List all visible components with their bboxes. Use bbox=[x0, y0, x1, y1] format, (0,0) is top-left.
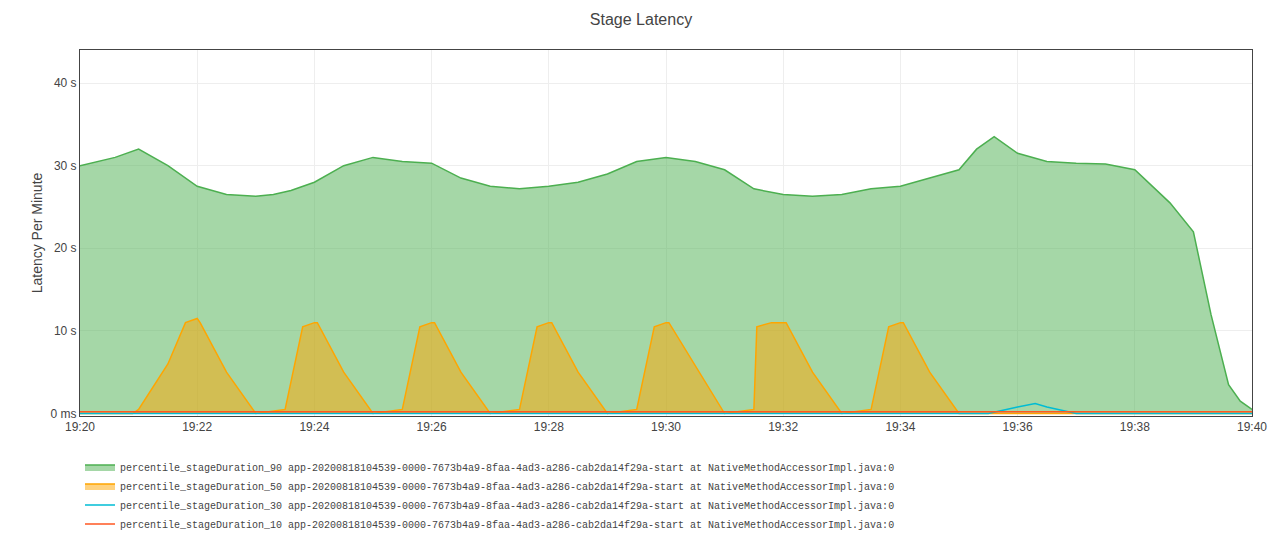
svg-text:percentile_stageDuration_50 ap: percentile_stageDuration_50 app-20200818… bbox=[120, 482, 894, 493]
svg-text:10 s: 10 s bbox=[54, 324, 77, 338]
svg-text:19:34: 19:34 bbox=[885, 420, 915, 434]
svg-text:19:22: 19:22 bbox=[182, 420, 212, 434]
svg-text:Stage Latency: Stage Latency bbox=[590, 11, 692, 28]
svg-text:19:20: 19:20 bbox=[65, 420, 95, 434]
svg-text:percentile_stageDuration_90 ap: percentile_stageDuration_90 app-20200818… bbox=[120, 463, 894, 474]
svg-text:19:32: 19:32 bbox=[768, 420, 798, 434]
svg-text:19:30: 19:30 bbox=[651, 420, 681, 434]
svg-text:20 s: 20 s bbox=[54, 241, 77, 255]
svg-text:19:24: 19:24 bbox=[299, 420, 329, 434]
svg-text:19:28: 19:28 bbox=[534, 420, 564, 434]
svg-text:19:36: 19:36 bbox=[1003, 420, 1033, 434]
svg-text:0 ms: 0 ms bbox=[51, 407, 77, 421]
svg-text:percentile_stageDuration_10 ap: percentile_stageDuration_10 app-20200818… bbox=[120, 520, 894, 531]
svg-text:19:38: 19:38 bbox=[1120, 420, 1150, 434]
svg-text:19:26: 19:26 bbox=[417, 420, 447, 434]
svg-text:30 s: 30 s bbox=[54, 159, 77, 173]
svg-text:Latency Per Minute: Latency Per Minute bbox=[29, 172, 45, 293]
svg-text:percentile_stageDuration_30 ap: percentile_stageDuration_30 app-20200818… bbox=[120, 501, 894, 512]
svg-text:40 s: 40 s bbox=[54, 76, 77, 90]
svg-text:19:40: 19:40 bbox=[1237, 420, 1267, 434]
